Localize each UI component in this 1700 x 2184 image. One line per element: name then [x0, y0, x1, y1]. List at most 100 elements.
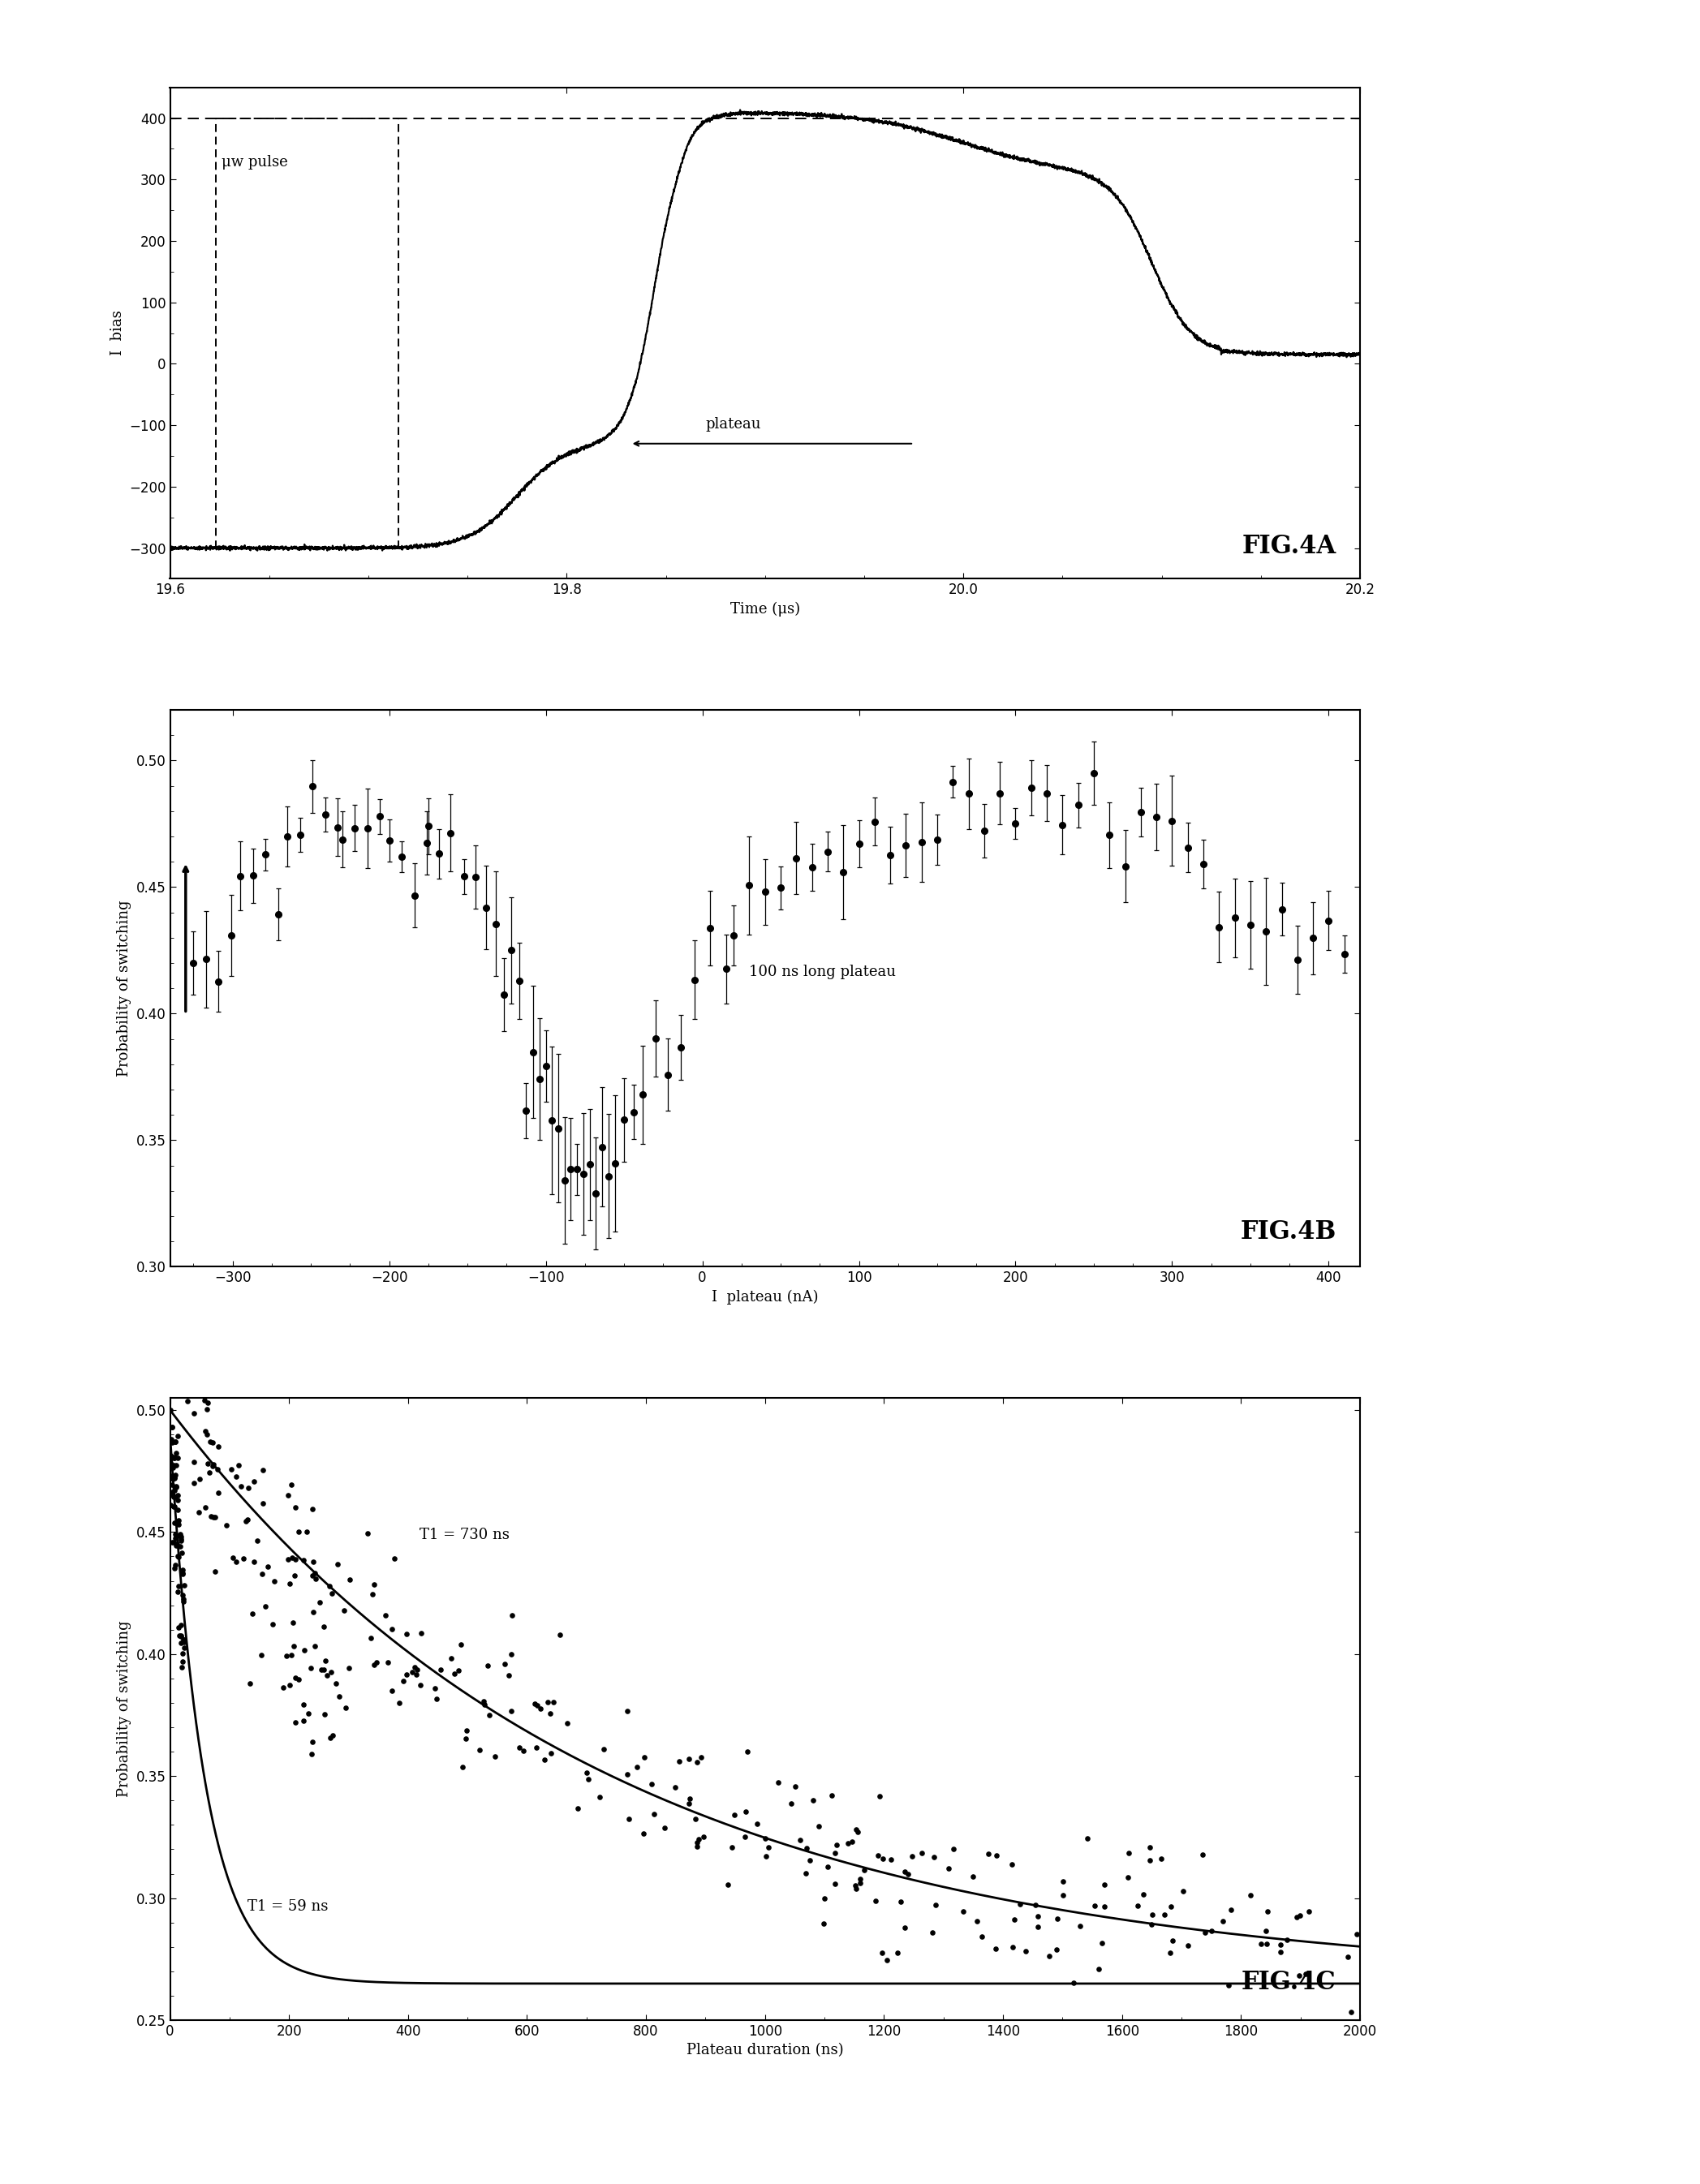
Point: [170, 1555, 197, 1590]
Point: [452, 1721, 479, 1756]
Point: [162, 1367, 189, 1402]
Point: [228, 1468, 255, 1503]
Point: [282, 1489, 309, 1524]
Point: [406, 1666, 434, 1701]
Point: [590, 1732, 617, 1767]
Point: [165, 1441, 192, 1476]
Point: [168, 1645, 196, 1679]
Point: [230, 1540, 257, 1575]
Point: [1338, 1994, 1365, 2029]
Point: [190, 1376, 218, 1411]
Point: [814, 1850, 842, 1885]
Point: [168, 1636, 196, 1671]
Point: [1238, 1878, 1265, 1913]
Point: [162, 1345, 189, 1380]
Point: [194, 1446, 221, 1481]
Point: [330, 1592, 357, 1627]
Point: [1170, 1874, 1197, 1909]
Point: [286, 1514, 313, 1548]
Point: [843, 1872, 870, 1907]
X-axis label: Time (μs): Time (μs): [729, 603, 801, 616]
Point: [714, 1867, 741, 1902]
Point: [162, 1529, 189, 1564]
Point: [160, 1459, 187, 1494]
Point: [311, 1697, 338, 1732]
Point: [734, 1734, 762, 1769]
Point: [1216, 1968, 1243, 2003]
Point: [1059, 1966, 1086, 2001]
Point: [537, 1736, 564, 1771]
Point: [241, 1463, 269, 1498]
Point: [162, 1461, 189, 1496]
Point: [165, 1540, 192, 1575]
Point: [498, 1693, 525, 1728]
Point: [1148, 1841, 1175, 1876]
Point: [534, 1684, 561, 1719]
Point: [165, 1540, 192, 1575]
Point: [192, 1413, 219, 1448]
Point: [661, 1771, 688, 1806]
Point: [495, 1658, 522, 1693]
Point: [162, 1424, 189, 1459]
Point: [282, 1557, 309, 1592]
Point: [156, 1393, 184, 1428]
Point: [1139, 1907, 1166, 1942]
Point: [731, 1819, 758, 1854]
Point: [877, 1841, 904, 1876]
Point: [168, 1553, 196, 1588]
Point: [274, 1638, 301, 1673]
Point: [167, 1625, 194, 1660]
Point: [158, 1409, 185, 1444]
Point: [160, 1489, 187, 1524]
Point: [235, 1470, 262, 1505]
Text: 100 ns long plateau: 100 ns long plateau: [750, 965, 896, 978]
Point: [323, 1666, 350, 1701]
Point: [180, 1273, 207, 1308]
Point: [573, 1756, 600, 1791]
Point: [1266, 1926, 1294, 1961]
Point: [564, 1791, 592, 1826]
Point: [719, 1830, 746, 1865]
Point: [874, 1942, 901, 1977]
Point: [170, 1581, 197, 1616]
Point: [806, 1808, 833, 1843]
Point: [522, 1686, 549, 1721]
Point: [471, 1684, 498, 1719]
Point: [1156, 1935, 1183, 1970]
Point: [294, 1695, 321, 1730]
Point: [160, 1551, 187, 1586]
Point: [471, 1686, 498, 1721]
Point: [168, 1618, 196, 1653]
Point: [527, 1690, 554, 1725]
Point: [507, 1730, 534, 1765]
Point: [898, 1839, 925, 1874]
Point: [393, 1658, 420, 1693]
Point: [156, 1487, 184, 1522]
Point: [160, 1479, 187, 1514]
Point: [248, 1638, 275, 1673]
Point: [160, 1441, 187, 1476]
Point: [160, 1524, 187, 1559]
Point: [427, 1651, 454, 1686]
Point: [466, 1732, 493, 1767]
Point: [269, 1671, 296, 1706]
Point: [1192, 1915, 1219, 1950]
Point: [687, 1741, 714, 1776]
Point: [1035, 1939, 1062, 1974]
Point: [309, 1653, 337, 1688]
Point: [323, 1546, 350, 1581]
Point: [280, 1629, 308, 1664]
Point: [163, 1435, 190, 1470]
Point: [299, 1725, 326, 1760]
Point: [282, 1660, 309, 1695]
Point: [884, 1935, 911, 1970]
Point: [751, 1821, 779, 1856]
Point: [233, 1503, 260, 1538]
Point: [294, 1514, 321, 1548]
Point: [262, 1564, 289, 1599]
Point: [250, 1452, 277, 1487]
Point: [449, 1749, 476, 1784]
Point: [326, 1679, 354, 1714]
Point: [316, 1721, 343, 1756]
Point: [481, 1738, 508, 1773]
